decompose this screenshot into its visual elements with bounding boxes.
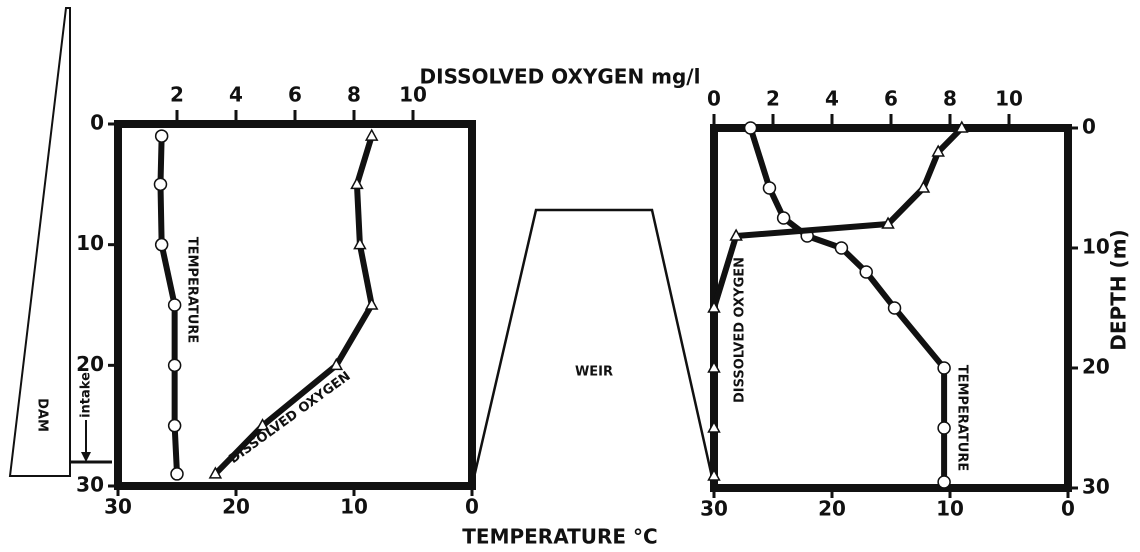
temperature-point — [745, 122, 757, 134]
depth-tick-label: 10 — [76, 231, 104, 255]
oxygen-point — [366, 130, 377, 140]
page: {"figure": {"top_axis_label": "DISSOLVED… — [0, 0, 1140, 552]
temperature-point — [938, 476, 950, 488]
temperature-point — [763, 182, 775, 194]
top-tick-label: 6 — [288, 83, 302, 107]
intake-label: intake — [79, 372, 94, 418]
bottom-tick-label: 0 — [465, 495, 479, 519]
depth-tick-label: 30 — [76, 473, 104, 497]
depth-tick-label: 20 — [76, 352, 104, 376]
series-label: TEMPERATURE — [955, 365, 970, 471]
depth-tick-label: 0 — [90, 111, 104, 135]
top-tick-label: 4 — [229, 83, 243, 107]
bottom-tick-label: 20 — [818, 497, 846, 521]
top-tick-label: 10 — [399, 83, 427, 107]
weir-shape — [472, 210, 714, 486]
bottom-tick-label: 20 — [222, 495, 250, 519]
temperature-point — [889, 302, 901, 314]
series-line — [751, 128, 945, 482]
depth-tick-label: 20 — [1082, 355, 1110, 379]
top-tick-label: 0 — [707, 87, 721, 111]
depth-tick-label: 30 — [1082, 475, 1110, 499]
bottom-tick-label: 30 — [700, 497, 728, 521]
oxygen-point — [354, 239, 365, 249]
bottom-tick-label: 30 — [104, 495, 132, 519]
temperature-point — [156, 130, 168, 142]
temperature-point — [835, 242, 847, 254]
temperature-point — [171, 468, 183, 480]
chart: DAM intake WEIR DISSOLVED OXYGEN mg/l TE… — [0, 0, 1140, 552]
temperature-point — [169, 359, 181, 371]
temperature-point — [938, 422, 950, 434]
depth-tick-label: 10 — [1082, 235, 1110, 259]
bottom-tick-label: 10 — [340, 495, 368, 519]
top-tick-label: 2 — [170, 83, 184, 107]
temperature-point — [169, 299, 181, 311]
bottom-axis-label: TEMPERATURE °C — [462, 525, 657, 549]
top-axis-label: DISSOLVED OXYGEN mg/l — [420, 65, 701, 89]
top-tick-label: 4 — [825, 87, 839, 111]
temperature-point — [860, 266, 872, 278]
temperature-point — [156, 239, 168, 251]
temperature-point — [778, 212, 790, 224]
series-label: TEMPERATURE — [185, 237, 200, 343]
series-label: DISSOLVED OXYGEN — [733, 257, 748, 403]
series-line — [714, 128, 962, 476]
weir-label: WEIR — [575, 365, 613, 380]
temperature-point — [169, 420, 181, 432]
bottom-tick-label: 10 — [936, 497, 964, 521]
top-tick-label: 8 — [943, 87, 957, 111]
top-tick-label: 8 — [347, 83, 361, 107]
bottom-tick-label: 0 — [1061, 497, 1075, 521]
dam-label: DAM — [35, 398, 50, 432]
depth-tick-label: 0 — [1082, 115, 1096, 139]
top-tick-label: 10 — [995, 87, 1023, 111]
series-label: DISSOLVED OXYGEN — [227, 369, 354, 467]
top-tick-label: 2 — [766, 87, 780, 111]
top-tick-label: 6 — [884, 87, 898, 111]
temperature-point — [154, 178, 166, 190]
depth-axis-label: DEPTH (m) — [1107, 229, 1131, 350]
temperature-point — [938, 362, 950, 374]
